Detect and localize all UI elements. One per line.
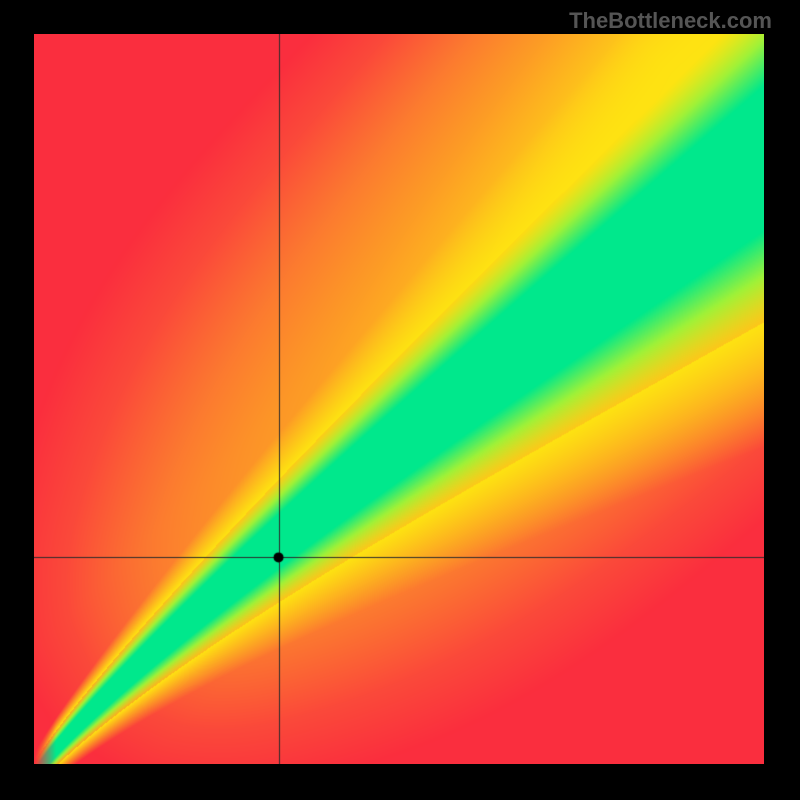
bottleneck-heatmap [34, 34, 764, 764]
watermark-text: TheBottleneck.com [569, 8, 772, 34]
chart-container: { "meta": { "watermark_text": "TheBottle… [0, 0, 800, 800]
